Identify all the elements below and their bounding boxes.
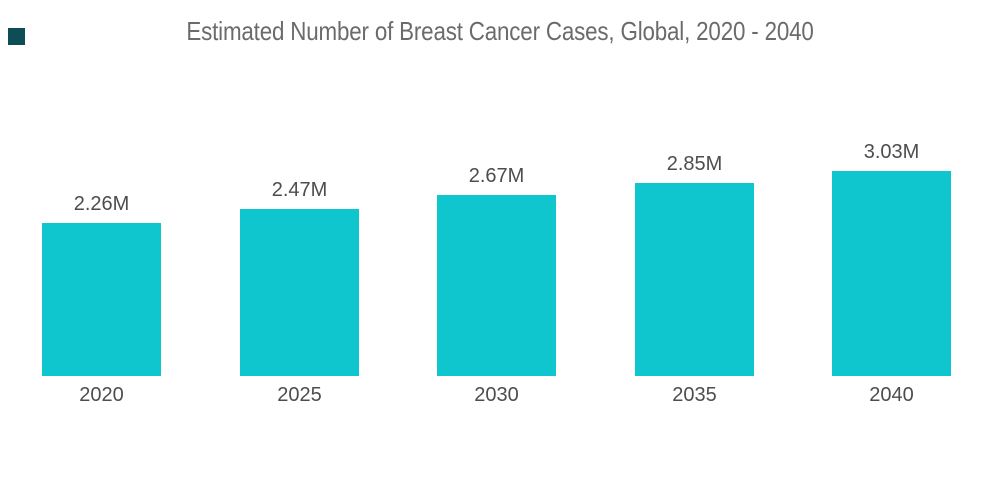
bar-value-label: 2.47M <box>271 179 328 201</box>
bar <box>42 223 161 376</box>
bar-value-label: 2.26M <box>73 193 130 215</box>
brand-mark-icon <box>8 28 25 45</box>
chart-title: Estimated Number of Breast Cancer Cases,… <box>186 16 814 46</box>
x-axis-label: 2035 <box>672 384 717 406</box>
bar <box>635 183 754 376</box>
x-axis-label: 2020 <box>79 384 124 406</box>
x-axis-label: 2030 <box>474 384 519 406</box>
bar-value-label: 2.85M <box>666 153 723 175</box>
bar <box>240 209 359 376</box>
x-axis-label: 2025 <box>277 384 322 406</box>
bar <box>832 171 951 376</box>
x-axis-label: 2040 <box>869 384 914 406</box>
bar <box>437 195 556 376</box>
bar-value-label: 2.67M <box>468 165 525 187</box>
bar-value-label: 3.03M <box>863 141 920 163</box>
